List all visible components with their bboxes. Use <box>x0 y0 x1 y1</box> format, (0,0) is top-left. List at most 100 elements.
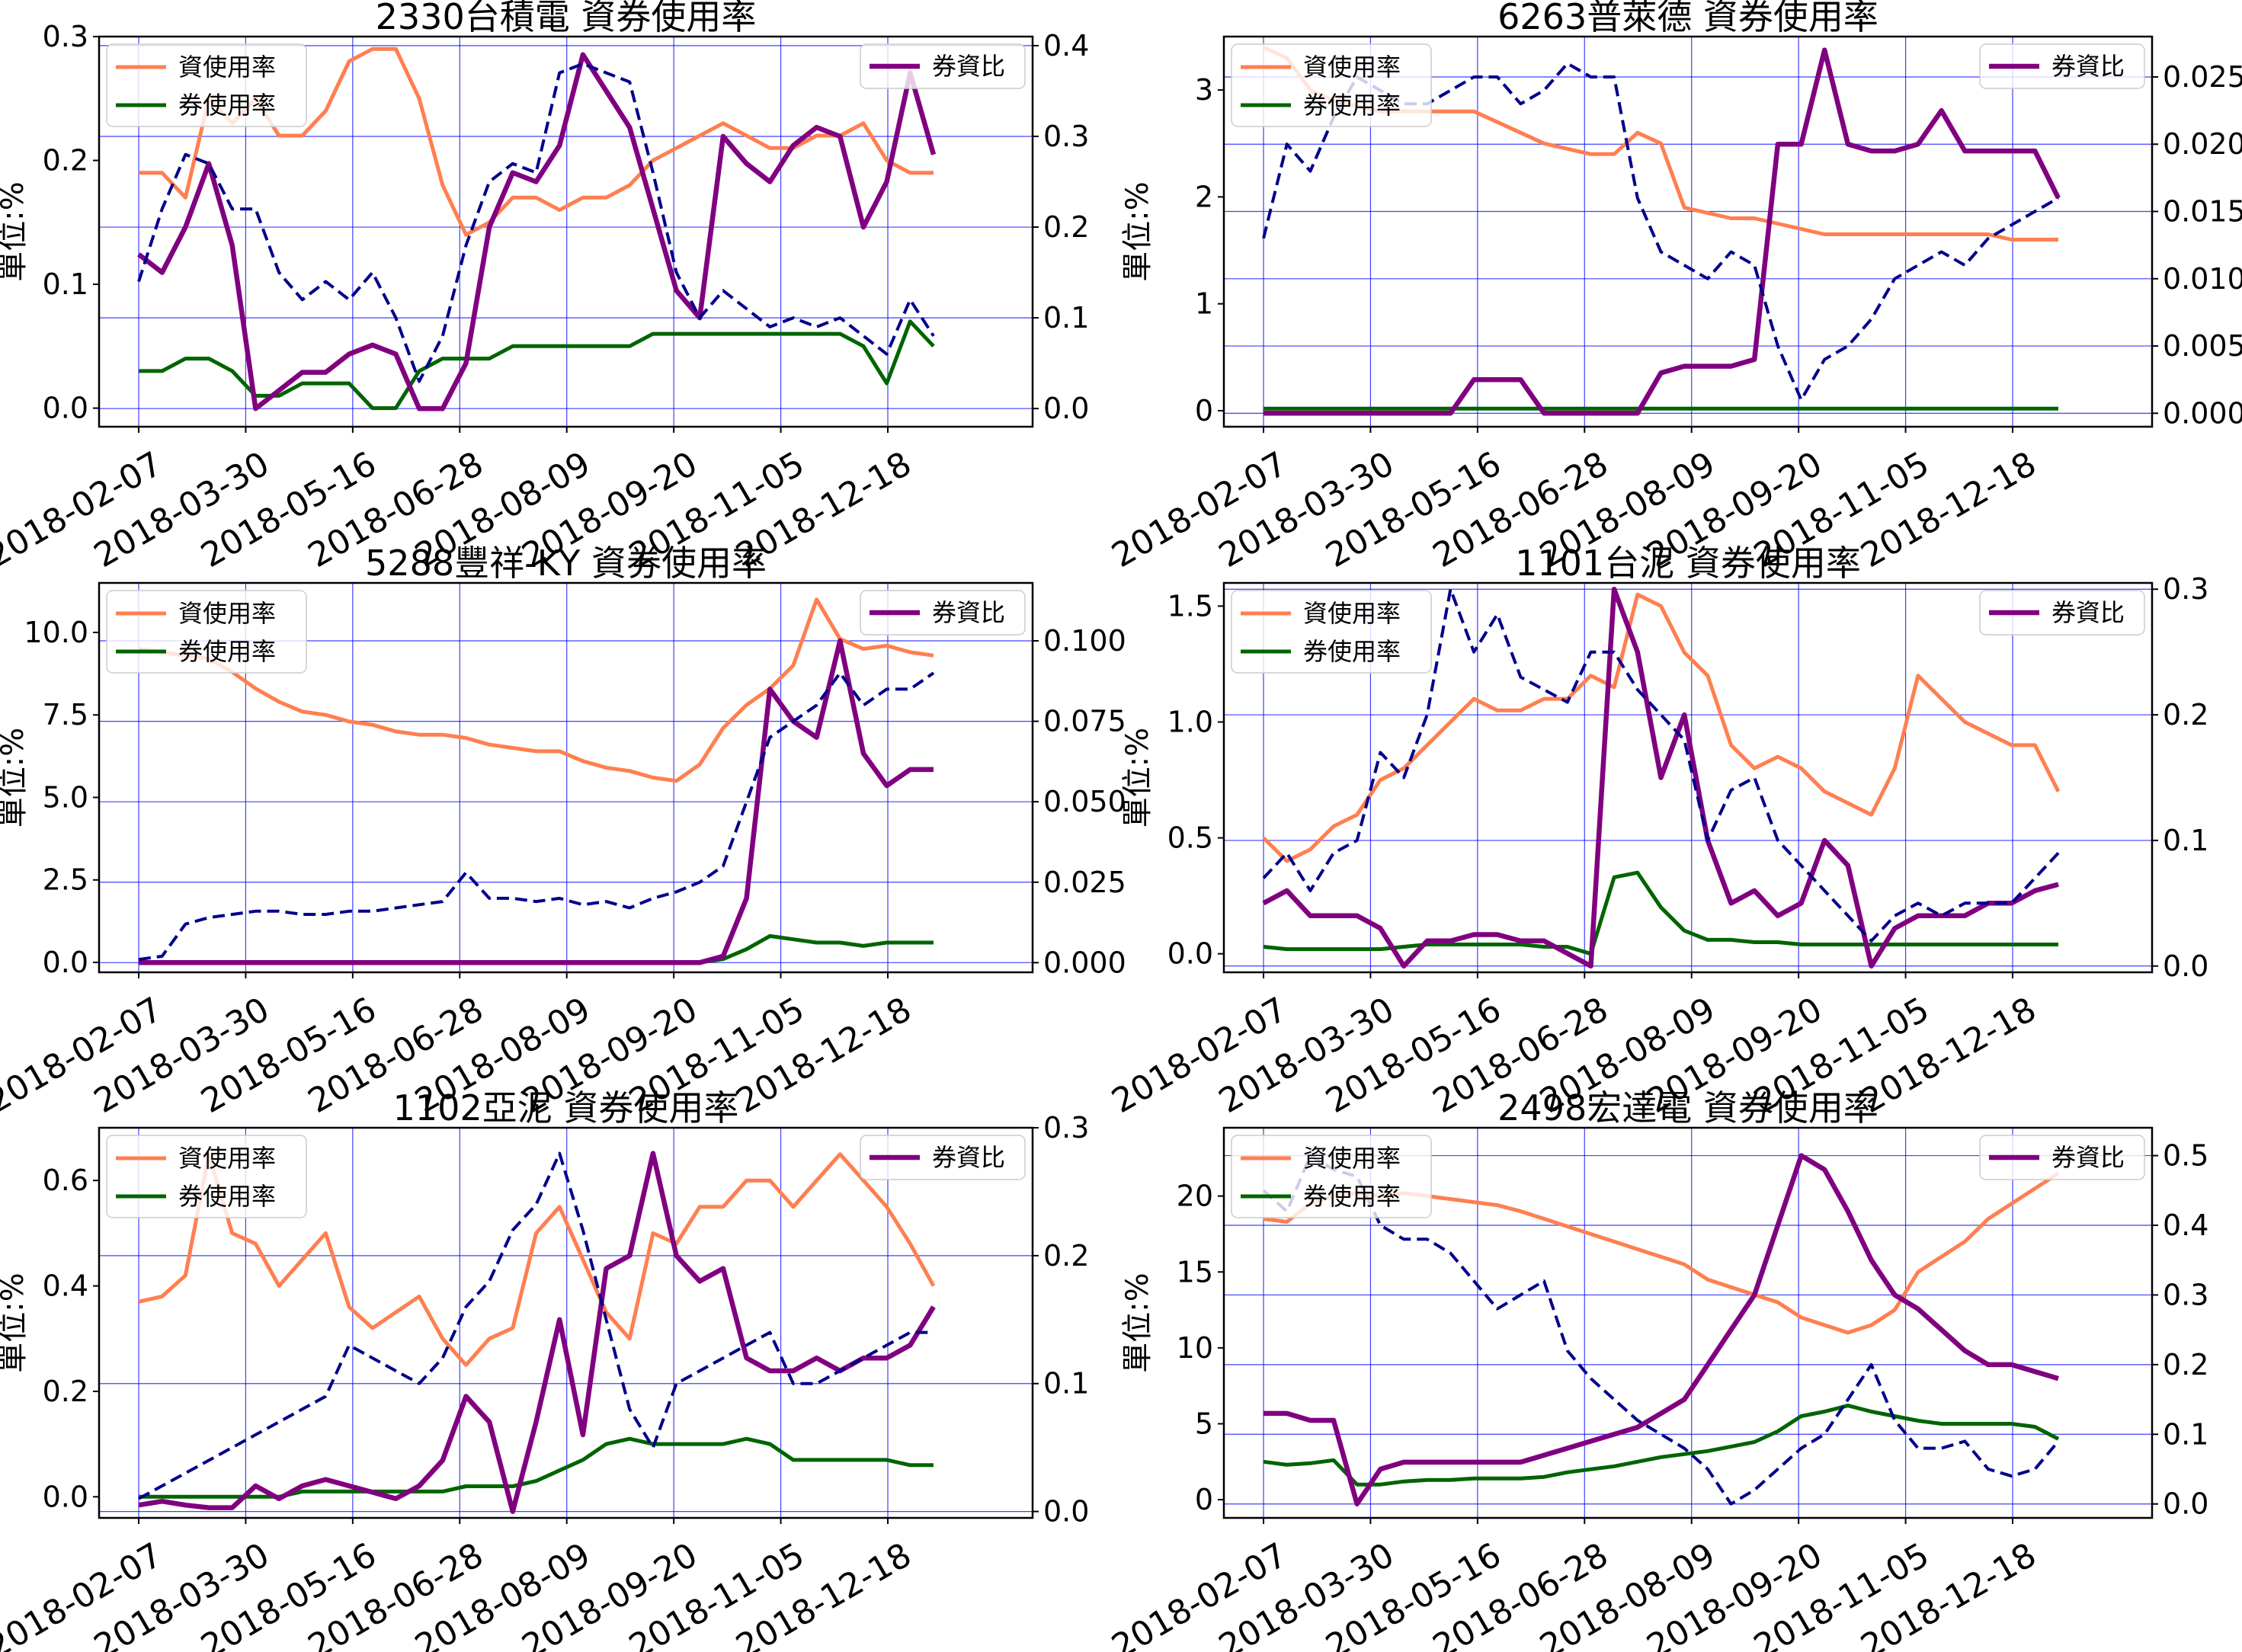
legend-label: 券資比 <box>932 1143 1005 1172</box>
y2-tick-label: 0.100 <box>1043 624 1126 658</box>
series-line-券資比 <box>139 638 934 965</box>
legend-label: 券使用率 <box>178 91 276 120</box>
y-axis-label: 單位:% <box>1120 728 1155 828</box>
y2-tick-label: 0.3 <box>1043 120 1089 153</box>
chart-panel-2: 2018-02-072018-03-302018-05-162018-06-28… <box>1106 0 2242 575</box>
y2-tick-label: 0.005 <box>2163 329 2242 363</box>
y-tick-label: 7.5 <box>43 698 88 732</box>
plot-frame <box>1222 35 2154 428</box>
y-tick-label: 0.0 <box>43 392 88 425</box>
y-tick-label: 2.5 <box>43 863 88 897</box>
y-axis-label: 單位:% <box>0 1273 30 1372</box>
chart-panel-4: 2018-02-072018-03-302018-05-162018-06-28… <box>1106 543 2209 1121</box>
y-tick-label: 5 <box>1195 1407 1213 1440</box>
legend-label: 資使用率 <box>178 599 276 628</box>
y-axis-label: 單位:% <box>0 181 30 281</box>
legend-label: 資使用率 <box>178 53 276 82</box>
series-line-券資比 <box>138 1151 936 1514</box>
plot-frame <box>98 581 1034 974</box>
y-tick-label: 0.3 <box>43 20 88 53</box>
y2-tick-label: 0.1 <box>1043 1367 1089 1401</box>
y-tick-label: 20 <box>1177 1180 1213 1213</box>
legend-right: 券資比 <box>1979 43 2145 89</box>
series-line-券使用率 <box>139 319 935 411</box>
series-line-資使用率 <box>1262 592 2061 863</box>
y-tick-label: 0 <box>1195 1483 1213 1516</box>
series-line-dashed <box>1262 1154 2060 1506</box>
series-line-dashed <box>138 1151 934 1500</box>
legend-right: 券資比 <box>1979 1135 2145 1180</box>
series-line-券使用率 <box>1263 1404 2060 1487</box>
y2-tick-label: 0.020 <box>2163 127 2242 161</box>
y-tick-label: 1.0 <box>1167 706 1213 739</box>
legend-right: 券資比 <box>860 43 1026 89</box>
chart-title: 6263普萊德 資券使用率 <box>1497 0 1878 37</box>
y-tick-label: 0.4 <box>43 1269 88 1303</box>
legend-label: 券資比 <box>2051 52 2125 81</box>
y-tick-label: 0.2 <box>43 144 88 178</box>
y-tick-label: 15 <box>1177 1255 1213 1289</box>
y-tick-label: 3 <box>1195 73 1213 107</box>
series-line-券資比 <box>1264 1153 2059 1506</box>
y-tick-label: 10.0 <box>24 616 88 649</box>
y-axis-label: 單位:% <box>1120 1273 1155 1372</box>
series-line-dashed <box>137 62 935 383</box>
chart-title: 2330台積電 資券使用率 <box>376 0 757 37</box>
series-line-資使用率 <box>138 597 934 783</box>
chart-panel-6: 2018-02-072018-03-302018-05-162018-06-28… <box>1106 1087 2209 1652</box>
y-tick-label: 0.0 <box>43 946 88 979</box>
y2-tick-label: 0.4 <box>1043 29 1089 62</box>
legend-label: 券資比 <box>2051 1143 2125 1172</box>
legend-label: 券資比 <box>2051 598 2125 627</box>
y-tick-label: 0.0 <box>43 1480 88 1513</box>
y-tick-label: 0.1 <box>43 267 88 301</box>
y2-tick-label: 0.4 <box>2163 1209 2208 1242</box>
y2-tick-label: 0.0 <box>2163 949 2208 983</box>
legend-label: 券使用率 <box>178 637 276 666</box>
y-tick-label: 1.5 <box>1167 589 1213 623</box>
y2-tick-label: 0.000 <box>1043 946 1126 979</box>
plot-frame <box>1222 1126 2154 1519</box>
y2-tick-label: 0.0 <box>2163 1487 2208 1521</box>
series-line-券資比 <box>1262 586 2059 969</box>
legend-label: 券使用率 <box>1303 1182 1401 1211</box>
chart-panel-1: 2018-02-072018-03-302018-05-162018-06-28… <box>0 0 1089 575</box>
y2-tick-label: 0.1 <box>2163 824 2208 857</box>
y2-tick-label: 0.1 <box>2163 1417 2208 1451</box>
chart-title: 1101台泥 資券使用率 <box>1515 543 1861 584</box>
y-tick-label: 10 <box>1177 1331 1213 1365</box>
series-line-券資比 <box>137 52 937 411</box>
series-line-券使用率 <box>139 933 934 965</box>
y-tick-label: 0.2 <box>43 1375 88 1408</box>
series-line-資使用率 <box>138 1152 936 1367</box>
chart-title: 5288豐祥-KY 資券使用率 <box>365 543 767 584</box>
chart-title: 2498宏達電 資券使用率 <box>1497 1087 1878 1129</box>
y2-tick-label: 0.3 <box>2163 1278 2208 1311</box>
y2-tick-label: 0.5 <box>2163 1139 2208 1173</box>
y2-tick-label: 0.050 <box>1043 785 1126 818</box>
plot-frame <box>98 35 1034 428</box>
chart-panel-5: 2018-02-072018-03-302018-05-162018-06-28… <box>0 1087 1089 1652</box>
legend-right: 券資比 <box>1979 590 2145 636</box>
y2-tick-label: 0.0 <box>1043 392 1089 425</box>
legend-label: 資使用率 <box>1303 53 1401 82</box>
y2-tick-label: 0.025 <box>2163 60 2242 94</box>
y2-tick-label: 0.2 <box>1043 210 1089 244</box>
series-line-券資比 <box>1264 47 2061 416</box>
legend-label: 券使用率 <box>1303 637 1401 666</box>
legend-label: 券資比 <box>932 598 1005 627</box>
y2-tick-label: 0.2 <box>1043 1239 1089 1273</box>
chart-panel-3: 2018-02-072018-03-302018-05-162018-06-28… <box>0 543 1126 1121</box>
y-tick-label: 0.6 <box>43 1164 88 1197</box>
y2-tick-label: 0.2 <box>2163 698 2208 732</box>
y-tick-label: 0.5 <box>1167 821 1213 855</box>
series-line-dashed <box>138 671 935 962</box>
y-tick-label: 0 <box>1195 394 1213 427</box>
plot-frame <box>98 1126 1034 1519</box>
